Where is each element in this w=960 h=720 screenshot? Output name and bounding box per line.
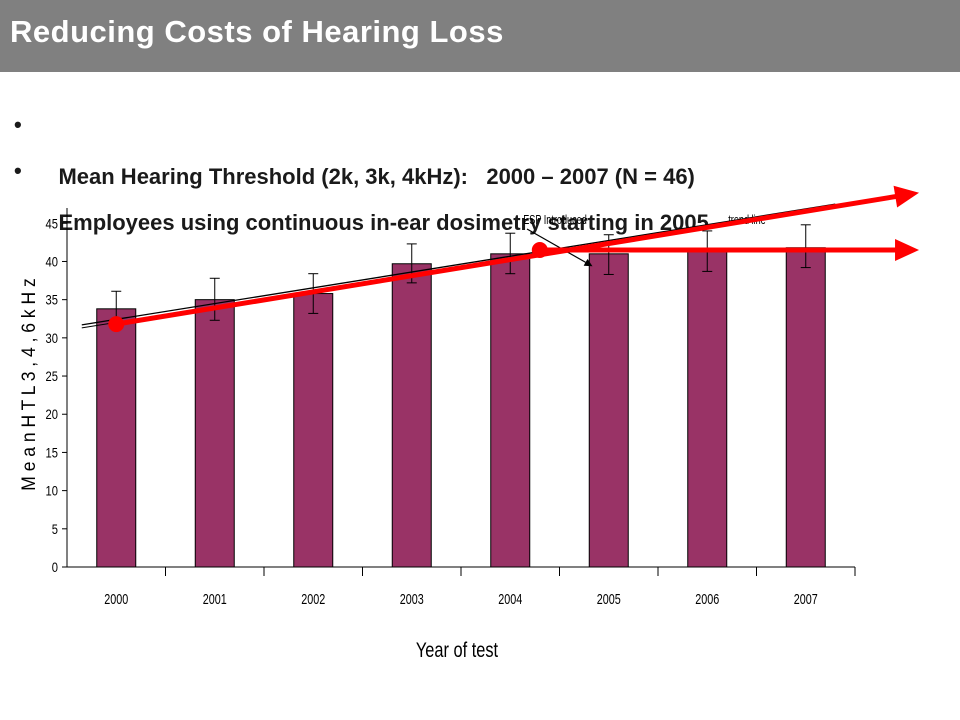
x-tick-label: 2003 xyxy=(400,590,424,607)
x-tick-label: 2000 xyxy=(104,590,128,607)
x-tick-label: 2006 xyxy=(695,590,719,607)
y-tick-label: 5 xyxy=(52,522,58,537)
bullet-icon: • xyxy=(14,158,22,183)
bar xyxy=(391,263,432,568)
y-tick-label: 20 xyxy=(46,407,58,422)
bullet-item: • Employees using continuous in-ear dosi… xyxy=(14,158,709,235)
title-bar: Reducing Costs of Hearing Loss xyxy=(0,0,960,72)
bar xyxy=(588,253,629,568)
bullet-icon: • xyxy=(14,112,22,137)
x-axis-title: Year of test xyxy=(416,638,499,661)
annotation-arrow xyxy=(526,228,593,267)
red-trend-line xyxy=(113,193,902,327)
bar xyxy=(293,293,334,568)
y-tick-label: 0 xyxy=(52,560,58,575)
y-axis-title: M e a n H T L 3 , 4 , 6 k H z xyxy=(17,278,39,490)
y-tick-label: 25 xyxy=(46,369,58,384)
bar xyxy=(785,247,826,568)
red-overlay-layer xyxy=(108,185,920,333)
x-tick-label: 2001 xyxy=(203,590,227,607)
bar-chart: 0 5 10 15 20 25 30 35 40 45 2000 2001 2002 2003 2004 20… xyxy=(17,185,920,662)
y-tick-label: 45 xyxy=(46,216,58,231)
bar xyxy=(194,299,235,568)
bar xyxy=(490,253,531,568)
y-tick-label: 40 xyxy=(46,254,58,269)
annotation-label: ESP Introduced xyxy=(523,214,587,228)
bar xyxy=(687,251,728,568)
slide-title: Reducing Costs of Hearing Loss xyxy=(10,14,504,49)
x-tick-label: 2004 xyxy=(498,590,522,607)
y-tick-label: 35 xyxy=(46,293,58,308)
bars-layer xyxy=(96,247,826,568)
x-tick-label: 2002 xyxy=(301,590,325,607)
bullet-list: • Mean Hearing Threshold (2k, 3k, 4kHz):… xyxy=(14,112,709,235)
trend-line xyxy=(81,203,836,326)
red-break-marker xyxy=(531,242,548,259)
y-tick-label: 15 xyxy=(46,445,58,460)
axes-layer: 0 5 10 15 20 25 30 35 40 45 2000 2001 2002 2003 2004 20… xyxy=(46,208,856,607)
y-tick-label: 10 xyxy=(46,483,58,498)
red-arrowhead-flat xyxy=(895,239,920,262)
bar xyxy=(96,308,137,568)
x-tick-label: 2005 xyxy=(597,590,621,607)
red-arrowhead-up xyxy=(893,185,920,208)
bullet-text: Employees using continuous in-ear dosime… xyxy=(58,210,709,235)
red-start-marker xyxy=(108,316,125,333)
bullet-text: Mean Hearing Threshold (2k, 3k, 4kHz): 2… xyxy=(58,164,695,189)
bullet-item: • Mean Hearing Threshold (2k, 3k, 4kHz):… xyxy=(14,112,709,189)
y-tick-label: 30 xyxy=(46,331,58,346)
x-tick-label: 2007 xyxy=(794,590,818,607)
